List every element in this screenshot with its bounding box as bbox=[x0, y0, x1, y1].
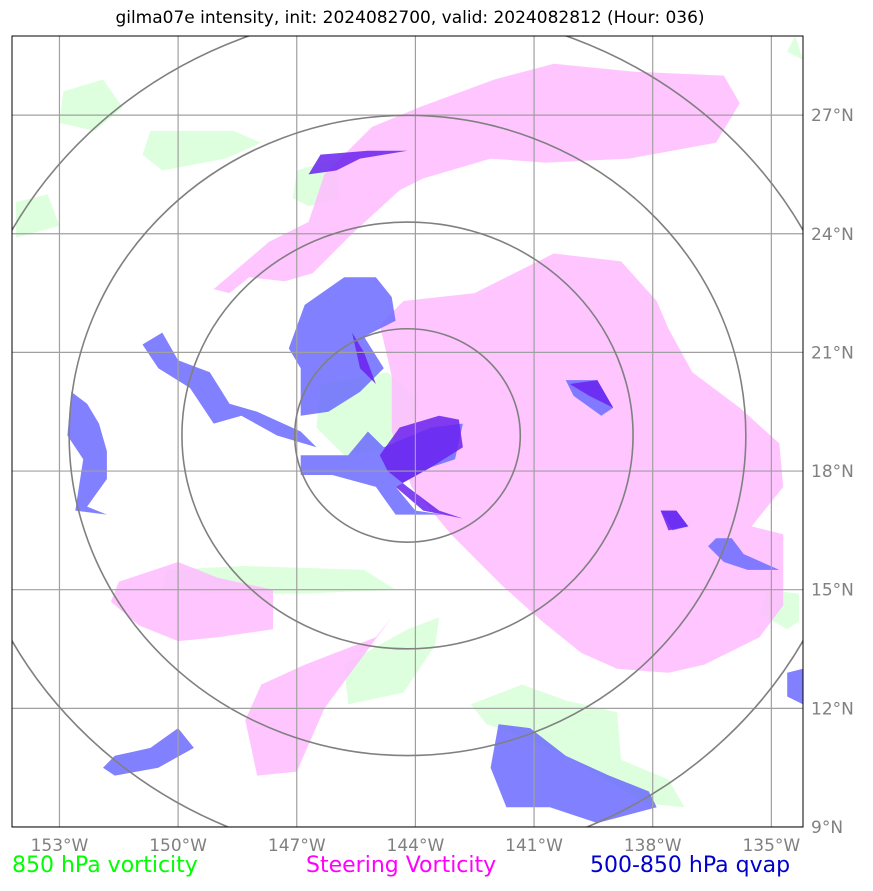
qvap_dark-region-2 bbox=[569, 380, 614, 408]
vort850-region-1 bbox=[142, 130, 262, 171]
vort850-region-0 bbox=[59, 79, 123, 131]
plot-frame bbox=[11, 35, 804, 828]
range-ring-300km bbox=[293, 327, 522, 543]
qvap-region-2 bbox=[67, 391, 107, 515]
legend-steering-vorticity: Steering Vorticity bbox=[306, 853, 497, 878]
lon-tick-label: 135°W bbox=[742, 836, 800, 856]
vort850-region-3 bbox=[16, 194, 60, 238]
range-ring-600km bbox=[181, 221, 634, 650]
qvap_dark-region-0 bbox=[379, 415, 463, 519]
steering-region-3 bbox=[245, 617, 392, 776]
lon-tick-label: 150°W bbox=[149, 836, 207, 856]
vort850-region-9 bbox=[787, 36, 803, 60]
lat-tick-label: 21°N bbox=[811, 343, 854, 363]
chart-title: gilma07e intensity, init: 2024082700, va… bbox=[115, 8, 705, 28]
steering-region-0 bbox=[213, 63, 740, 294]
qvap_dark-region-1 bbox=[308, 150, 408, 175]
lon-tick-label: 147°W bbox=[268, 836, 326, 856]
lat-tick-label: 27°N bbox=[811, 106, 854, 126]
lon-tick-label: 138°W bbox=[624, 836, 682, 856]
lon-tick-label: 144°W bbox=[387, 836, 445, 856]
lon-tick-label: 141°W bbox=[505, 836, 563, 856]
qvap-region-0 bbox=[288, 277, 396, 416]
qvap_dark-region-4 bbox=[352, 332, 376, 384]
qvap_dark-region-3 bbox=[660, 510, 689, 531]
range-ring-900km bbox=[68, 114, 747, 757]
qvap-region-8 bbox=[787, 668, 803, 705]
qvap-region-1 bbox=[142, 332, 317, 448]
lat-tick-label: 12°N bbox=[811, 699, 854, 719]
lat-tick-label: 24°N bbox=[811, 225, 854, 245]
steering-region-1 bbox=[379, 253, 784, 673]
vort850-region-7 bbox=[470, 684, 685, 808]
qvap-region-7 bbox=[103, 728, 194, 776]
qvap-region-5 bbox=[708, 538, 780, 570]
lat-tick-label: 9°N bbox=[811, 818, 843, 838]
lat-tick-label: 18°N bbox=[811, 462, 854, 482]
legend-qvap: 500-850 hPa qvap bbox=[590, 853, 791, 878]
qvap-region-6 bbox=[490, 724, 657, 823]
steering-region-2 bbox=[110, 562, 274, 642]
legend-850-vorticity: 850 hPa vorticity bbox=[12, 853, 198, 878]
lon-tick-label: 153°W bbox=[31, 836, 89, 856]
lat-tick-label: 15°N bbox=[811, 581, 854, 601]
